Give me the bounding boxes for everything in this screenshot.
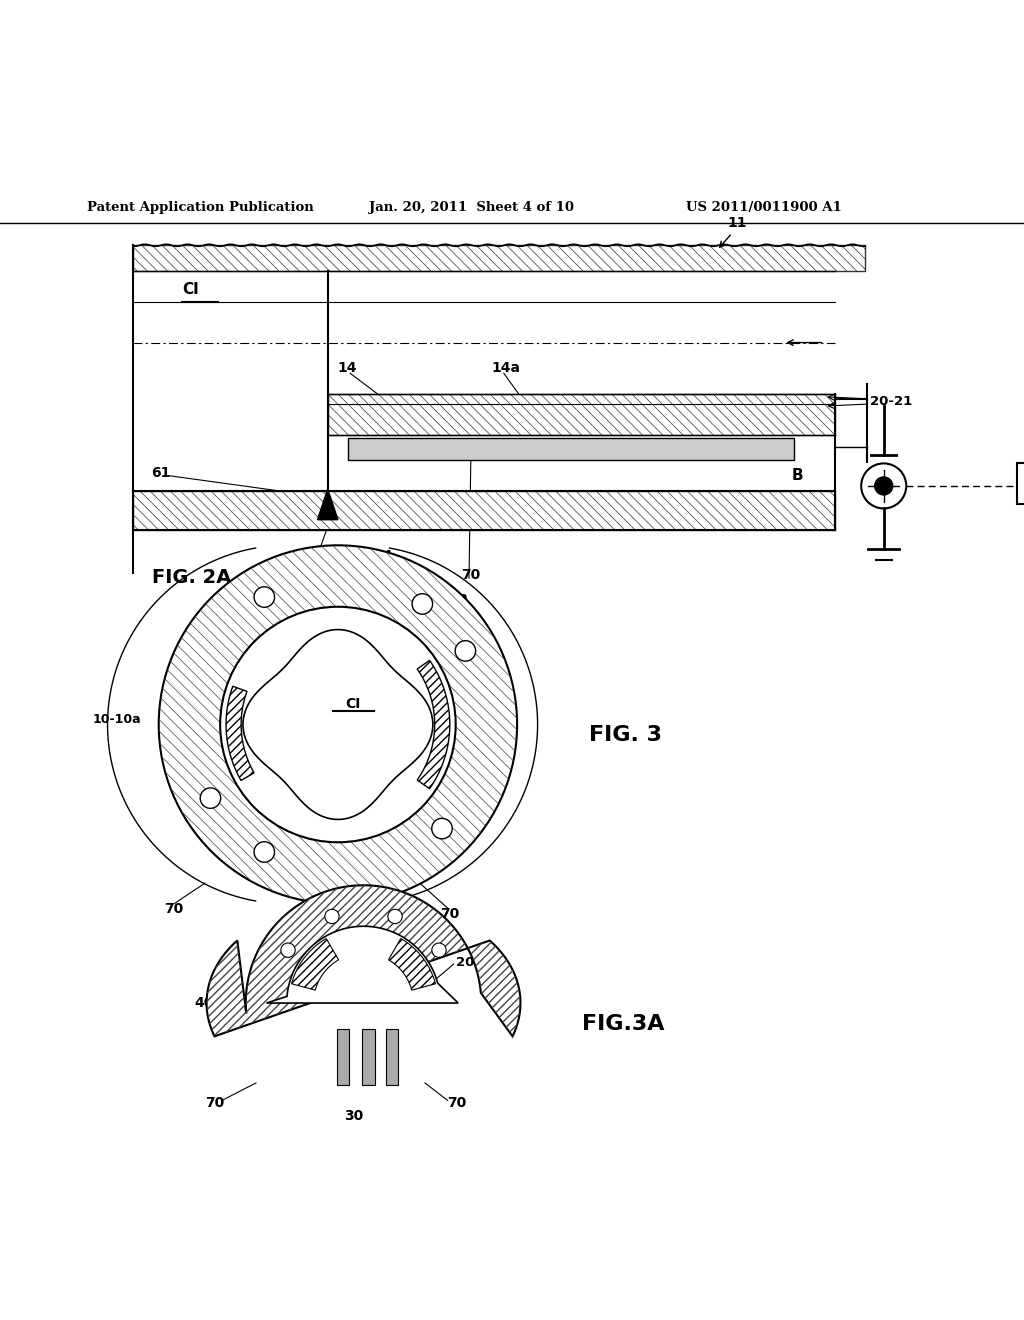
Text: 60: 60 [302,568,322,582]
Circle shape [254,587,274,607]
Bar [337,1028,349,1085]
Polygon shape [266,927,458,1003]
Text: 10-10b: 10-10b [220,591,269,605]
Text: Patent Application Publication: Patent Application Publication [87,201,313,214]
Circle shape [432,818,453,838]
Text: 14: 14 [338,362,357,375]
Text: US 2011/0011900 A1: US 2011/0011900 A1 [686,201,842,214]
Text: 11: 11 [727,216,746,230]
Text: 61: 61 [152,466,171,479]
Circle shape [220,607,456,842]
Text: 14: 14 [374,549,393,562]
Bar [386,1028,398,1085]
Polygon shape [133,246,865,271]
Text: 14a: 14a [256,697,282,710]
Bar [1017,463,1024,504]
Text: 20-21: 20-21 [343,737,383,750]
Text: CI: CI [182,281,199,297]
Text: 10-10a: 10-10a [420,591,468,605]
Circle shape [281,942,295,957]
Text: B: B [792,469,803,483]
Circle shape [159,545,517,904]
Text: FIG. 3: FIG. 3 [589,725,662,744]
Text: Jan. 20, 2011  Sheet 4 of 10: Jan. 20, 2011 Sheet 4 of 10 [369,201,573,214]
Text: 13: 13 [246,579,265,593]
Text: 30: 30 [344,1109,362,1123]
Circle shape [432,942,446,957]
Circle shape [412,594,432,614]
Polygon shape [243,630,433,820]
Polygon shape [226,686,254,780]
Polygon shape [207,886,520,1036]
Text: 10-10a: 10-10a [92,713,140,726]
Text: CI: CI [345,697,361,711]
Text: 70: 70 [447,1097,467,1110]
Circle shape [455,640,475,661]
Polygon shape [417,660,450,788]
Bar [348,438,794,461]
Polygon shape [133,491,835,529]
Polygon shape [317,488,338,520]
Text: FIG. 2A: FIG. 2A [152,568,231,587]
Bar [362,1028,375,1085]
Circle shape [874,477,893,495]
Circle shape [861,463,906,508]
Text: FIG.3A: FIG.3A [582,1014,665,1034]
Circle shape [201,788,221,808]
Polygon shape [328,393,835,434]
Text: 70: 70 [205,1097,224,1110]
Circle shape [325,909,339,924]
Text: 20-21: 20-21 [456,956,498,969]
Text: 70: 70 [164,902,183,916]
Circle shape [254,842,274,862]
Text: 70: 70 [440,907,460,921]
Polygon shape [388,939,435,990]
Text: 20-21: 20-21 [870,396,912,408]
Polygon shape [292,939,339,990]
Circle shape [388,909,402,924]
Text: 70: 70 [461,568,480,582]
Text: 40: 40 [195,997,214,1010]
Text: 14a: 14a [492,362,520,375]
